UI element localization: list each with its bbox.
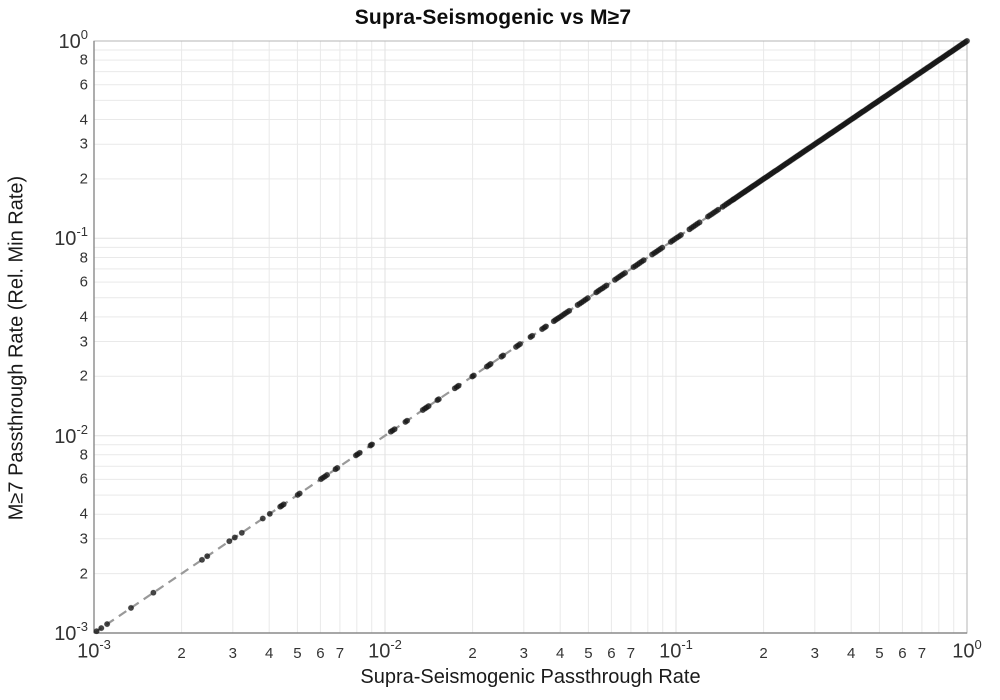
axis-lines — [93, 41, 967, 634]
scatter-series — [93, 37, 971, 635]
x-axis-title: Supra-Seismogenic Passthrough Rate — [360, 666, 701, 688]
chart-title: Supra-Seismogenic vs M≥7 — [354, 6, 632, 29]
gridlines — [94, 41, 967, 633]
